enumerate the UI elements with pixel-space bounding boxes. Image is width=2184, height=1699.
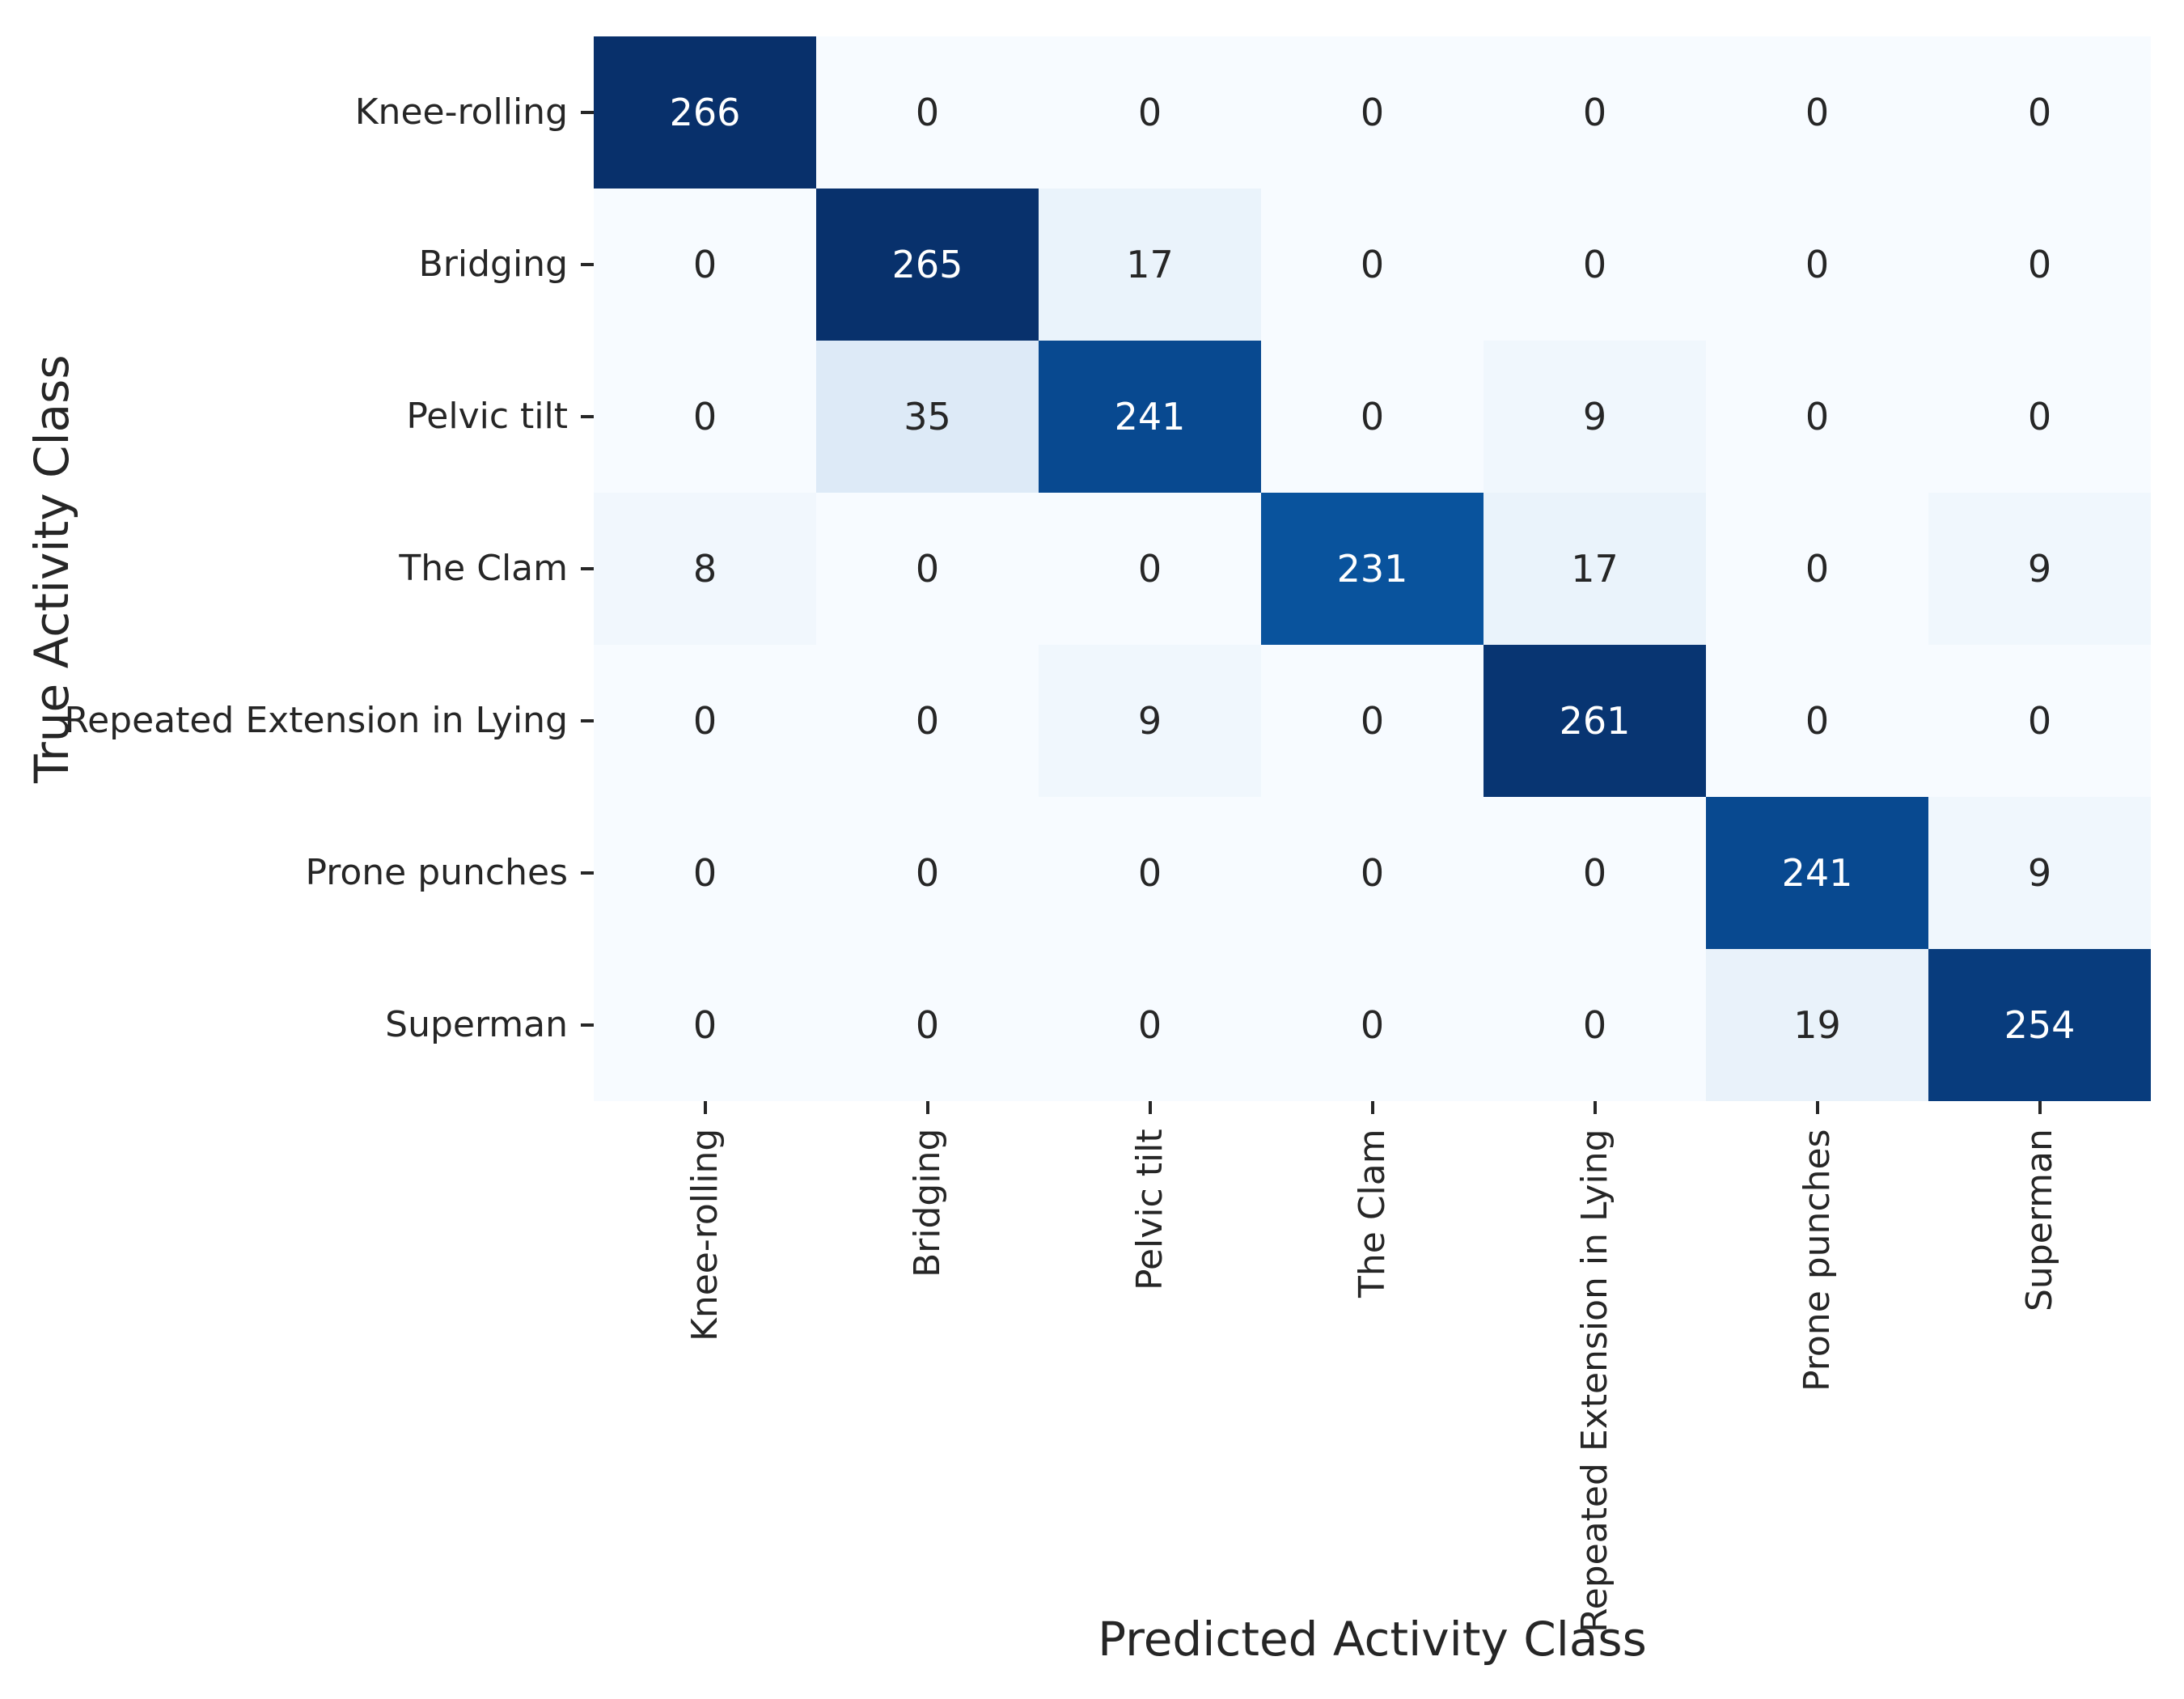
y-tick-mark (581, 871, 594, 875)
x-tick-label: The Clam (1351, 1129, 1393, 1298)
heatmap-cell-r5c1: 0 (816, 797, 1039, 949)
heatmap-cell-r3c4: 17 (1484, 493, 1706, 645)
x-tick-label: Repeated Extension in Lying (1573, 1129, 1615, 1633)
x-tick-mark (1370, 1101, 1374, 1114)
heatmap-cell-r1c1: 265 (816, 189, 1039, 341)
heatmap-cell-r4c0: 0 (594, 645, 816, 797)
heatmap-cell-r1c4: 0 (1484, 189, 1706, 341)
y-tick-label: Pelvic tilt (406, 396, 568, 437)
y-tick-label: The Clam (399, 548, 568, 589)
heatmap-cell-r6c4: 0 (1484, 949, 1706, 1101)
heatmap-cell-r6c2: 0 (1039, 949, 1261, 1101)
x-axis-title: Predicted Activity Class (1098, 1612, 1647, 1667)
x-tick-label: Superman (2018, 1129, 2060, 1311)
heatmap-cell-r2c2: 241 (1039, 341, 1261, 493)
x-tick-mark (2038, 1101, 2042, 1114)
x-tick-label: Bridging (906, 1129, 948, 1278)
heatmap-cell-r5c5: 241 (1706, 797, 1928, 949)
heatmap-cell-r1c5: 0 (1706, 189, 1928, 341)
heatmap-cell-r3c1: 0 (816, 493, 1039, 645)
heatmap-cell-r6c1: 0 (816, 949, 1039, 1101)
heatmap-cell-r6c0: 0 (594, 949, 816, 1101)
heatmap-cell-r3c6: 9 (1928, 493, 2151, 645)
heatmap-cell-r4c1: 0 (816, 645, 1039, 797)
heatmap-cell-r2c6: 0 (1928, 341, 2151, 493)
x-tick-mark (1593, 1101, 1597, 1114)
heatmap-cell-r1c3: 0 (1261, 189, 1484, 341)
heatmap-cell-r0c6: 0 (1928, 36, 2151, 189)
heatmap-cell-r2c0: 0 (594, 341, 816, 493)
heatmap-cell-r2c4: 9 (1484, 341, 1706, 493)
heatmap-cell-r5c2: 0 (1039, 797, 1261, 949)
heatmap-cell-r2c3: 0 (1261, 341, 1484, 493)
heatmap-cell-r1c0: 0 (594, 189, 816, 341)
heatmap-cell-r0c4: 0 (1484, 36, 1706, 189)
heatmap-cell-r0c0: 266 (594, 36, 816, 189)
y-tick-label: Bridging (418, 244, 568, 285)
heatmap-cell-r4c6: 0 (1928, 645, 2151, 797)
heatmap-cell-r1c2: 17 (1039, 189, 1261, 341)
heatmap-cell-r0c5: 0 (1706, 36, 1928, 189)
heatmap-cell-r0c2: 0 (1039, 36, 1261, 189)
heatmap-cell-r0c1: 0 (816, 36, 1039, 189)
heatmap-cell-r3c2: 0 (1039, 493, 1261, 645)
x-tick-label: Knee-rolling (684, 1129, 726, 1342)
heatmap-cell-r4c4: 261 (1484, 645, 1706, 797)
y-tick-mark (581, 567, 594, 570)
y-tick-label: Prone punches (305, 852, 568, 893)
heatmap-cell-r3c0: 8 (594, 493, 816, 645)
heatmap-cell-r5c3: 0 (1261, 797, 1484, 949)
y-tick-mark (581, 1023, 594, 1027)
heatmap-cell-r3c5: 0 (1706, 493, 1928, 645)
heatmap-grid: 266 0 0 0 0 0 0 0 265 17 0 0 0 0 0 35 241 0 9 0 0 8 0 0 231 17 0 9 0… (594, 36, 2151, 1101)
y-tick-mark (581, 263, 594, 266)
heatmap-cell-r5c0: 0 (594, 797, 816, 949)
x-tick-label: Prone punches (1796, 1129, 1838, 1392)
heatmap-cell-r6c3: 0 (1261, 949, 1484, 1101)
heatmap-cell-r5c4: 0 (1484, 797, 1706, 949)
heatmap-cell-r6c6: 254 (1928, 949, 2151, 1101)
heatmap-cell-r2c5: 0 (1706, 341, 1928, 493)
y-tick-label: Repeated Extension in Lying (64, 700, 568, 741)
heatmap-cell-r4c5: 0 (1706, 645, 1928, 797)
heatmap-cell-r4c3: 0 (1261, 645, 1484, 797)
heatmap-cell-r3c3: 231 (1261, 493, 1484, 645)
x-tick-mark (925, 1101, 929, 1114)
x-tick-mark (1815, 1101, 1819, 1114)
heatmap-cell-r0c3: 0 (1261, 36, 1484, 189)
y-tick-mark (581, 415, 594, 418)
y-tick-label: Knee-rolling (354, 91, 568, 133)
x-tick-mark (1148, 1101, 1152, 1114)
y-tick-mark (581, 719, 594, 722)
heatmap-cell-r5c6: 9 (1928, 797, 2151, 949)
x-tick-mark (703, 1101, 707, 1114)
y-tick-mark (581, 111, 594, 114)
heatmap-cell-r2c1: 35 (816, 341, 1039, 493)
y-tick-label: Superman (385, 1004, 568, 1045)
x-tick-label: Pelvic tilt (1128, 1129, 1170, 1290)
heatmap-cell-r1c6: 0 (1928, 189, 2151, 341)
heatmap-cell-r4c2: 9 (1039, 645, 1261, 797)
heatmap-cell-r6c5: 19 (1706, 949, 1928, 1101)
